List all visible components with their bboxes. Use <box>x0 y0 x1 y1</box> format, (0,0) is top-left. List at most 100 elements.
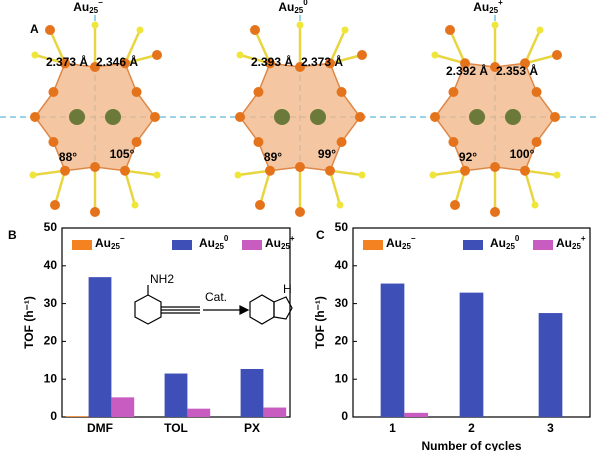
s-atom <box>131 201 139 209</box>
au-atom <box>520 165 530 176</box>
y-tick-label: 50 <box>44 220 58 234</box>
au-atom <box>50 200 60 210</box>
s-atom <box>536 26 544 34</box>
au-atom <box>490 62 500 72</box>
cluster-title: Au25− <box>73 0 103 15</box>
x-tick-label: DMF <box>87 421 113 435</box>
distance-label: 2.353 Å <box>496 63 538 78</box>
bar <box>111 397 135 417</box>
au-atom <box>48 87 59 97</box>
bond <box>34 53 66 65</box>
s-atom <box>136 26 144 34</box>
au-atom <box>90 162 100 172</box>
y-tick-label: 40 <box>44 258 58 272</box>
s-atom <box>491 21 499 29</box>
bar <box>263 407 287 417</box>
y-tick-label: 10 <box>335 371 349 385</box>
au-atom <box>250 25 260 35</box>
bar <box>164 373 188 417</box>
bond <box>453 170 467 206</box>
core <box>434 62 556 172</box>
y-tick-label: 20 <box>335 334 349 348</box>
y-tick-label: 0 <box>50 409 57 423</box>
s-atom <box>336 201 344 209</box>
core <box>34 62 156 172</box>
au-atom <box>295 207 305 217</box>
bar <box>88 277 112 417</box>
core <box>239 62 361 172</box>
au-atom <box>531 87 542 97</box>
s-atom <box>429 171 437 179</box>
legend-swatch <box>72 240 92 250</box>
au-atom <box>131 137 142 147</box>
legend-label: Au25+ <box>556 234 586 251</box>
au-atom <box>325 165 335 176</box>
annotation: H <box>283 282 292 296</box>
legend-label: Au25− <box>95 234 125 251</box>
legend-label: Au250 <box>199 234 229 251</box>
au-atom <box>325 58 335 69</box>
bond <box>523 170 537 206</box>
angle-label: 99° <box>318 147 336 161</box>
au-atom <box>90 62 100 72</box>
au-atom <box>48 137 59 147</box>
legend-label: Au250 <box>490 234 520 251</box>
au-atom <box>253 87 264 97</box>
bar <box>538 313 563 417</box>
s-atom <box>296 21 304 29</box>
angle-label: 105° <box>110 147 135 161</box>
au-atom <box>265 165 275 176</box>
distance-label: 2.346 Å <box>96 54 138 69</box>
distance-label: 2.373 Å <box>46 54 88 69</box>
au-atom <box>255 200 265 210</box>
x-axis-label: Number of cycles <box>421 439 521 451</box>
au-atom <box>336 137 347 147</box>
angle-label: 88° <box>59 150 77 164</box>
core-atom <box>469 109 485 125</box>
y-axis-label: TOF (h⁻¹) <box>313 296 327 349</box>
bond <box>48 29 67 64</box>
annotation: NH2 <box>150 272 174 286</box>
x-tick-label: PX <box>244 421 260 435</box>
bar <box>187 408 211 417</box>
bond <box>123 170 137 206</box>
bond <box>328 29 347 64</box>
bond <box>524 169 558 177</box>
x-tick-label: TOL <box>164 421 188 435</box>
au-atom <box>120 165 130 176</box>
angle-label: 92° <box>459 150 477 164</box>
bond <box>253 29 272 64</box>
au-atom <box>460 165 470 176</box>
au-atom <box>550 112 560 122</box>
au-atom <box>253 137 264 147</box>
bar <box>459 292 484 417</box>
y-tick-label: 20 <box>44 334 58 348</box>
bond <box>432 169 466 177</box>
bond <box>124 53 158 65</box>
core-atom <box>505 109 521 125</box>
au-atom <box>90 207 100 217</box>
s-atom <box>341 26 349 34</box>
au-atom <box>45 25 55 35</box>
cluster-title: Au250 <box>278 0 308 15</box>
au-atom <box>490 207 500 217</box>
au-atom <box>460 58 470 69</box>
au-atom <box>430 112 440 122</box>
x-tick-label: 1 <box>389 421 396 435</box>
bond <box>239 53 271 65</box>
au-atom <box>531 137 542 147</box>
y-axis-label: TOF (h⁻¹) <box>22 296 36 349</box>
y-tick-label: 30 <box>335 296 349 310</box>
structures: Au25− 2.373 Å 2.346 Å 88° 105° Au250 2.393 Å 2.… <box>29 0 562 217</box>
s-atom <box>153 171 161 179</box>
au-atom <box>30 112 40 122</box>
bond <box>329 169 363 177</box>
panel-label: A <box>30 22 39 36</box>
core-atom <box>105 109 121 125</box>
bond <box>124 169 158 177</box>
bar <box>404 412 429 417</box>
x-tick-label: 2 <box>468 421 475 435</box>
au-atom <box>490 162 500 172</box>
core-atom <box>274 109 290 125</box>
panel-label: B <box>8 228 17 242</box>
